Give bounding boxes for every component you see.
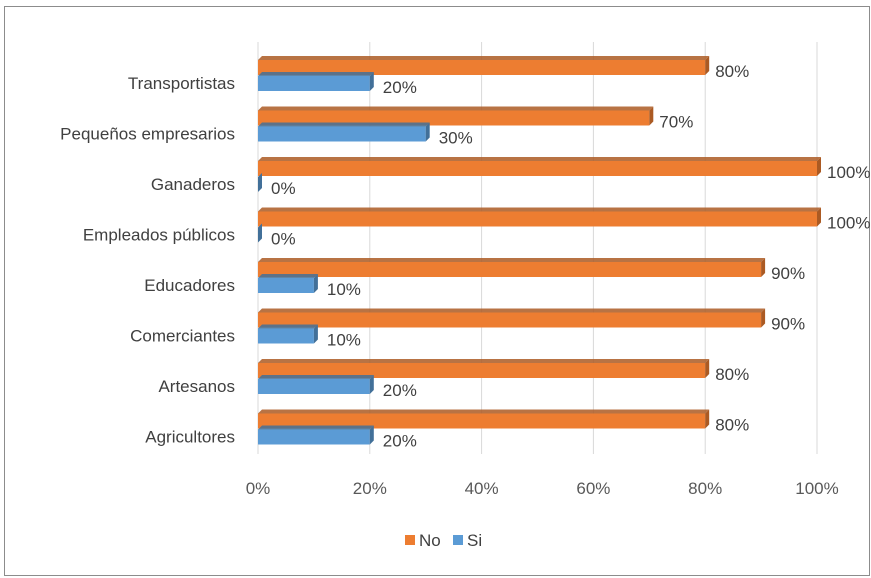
bar-no [258,312,762,328]
legend-label: Si [467,531,482,550]
bar-side-no [705,359,710,378]
bar-top-no [258,308,766,313]
bar-top-si [258,425,374,430]
bar-side-si [313,274,318,293]
data-label: 90% [771,315,805,334]
bar-no [258,60,706,75]
bar-si [258,429,370,445]
data-label: 20% [383,432,417,451]
bar-si [258,379,370,394]
bar-top-no [258,359,710,363]
data-label: 80% [715,416,749,435]
data-label: 20% [383,381,417,400]
x-tick-label: 60% [576,479,610,498]
data-label: 30% [439,129,473,148]
bar-side-si [425,122,430,142]
bar-no [258,413,706,429]
bar-no [258,363,706,378]
bar-si [258,278,314,293]
data-label: 90% [771,264,805,283]
category-label: Educadores [144,276,235,295]
bar-top-si [258,324,318,329]
bar-si [258,126,426,142]
bar-no [258,211,817,227]
legend-swatch-si [453,535,463,545]
bar-side-no [817,157,821,176]
bar-side-si [258,223,262,243]
bar-top-no [258,106,654,111]
x-tick-label: 100% [795,479,838,498]
bar-side-no [705,56,710,75]
data-label: 70% [659,113,693,132]
bar-no [258,110,650,126]
bar-side-si [369,72,374,91]
x-tick-label: 20% [353,479,387,498]
bar-side-no [649,106,654,126]
bar-side-si [369,425,374,445]
data-label: 80% [715,365,749,384]
x-tick-label: 80% [688,479,722,498]
bar-top-no [258,258,766,262]
bar-top-no [258,207,821,212]
category-label: Ganaderos [151,175,235,194]
bar-top-si [258,274,318,278]
category-label: Empleados públicos [83,226,235,245]
category-label: Agricultores [145,428,235,447]
x-tick-label: 0% [246,479,271,498]
data-label: 0% [271,230,296,249]
bar-no [258,262,762,277]
data-label: 10% [327,331,361,350]
bar-si [258,76,370,91]
category-label: Comerciantes [130,327,235,346]
data-label: 0% [271,179,296,198]
bar-top-si [258,375,374,379]
bar-top-no [258,409,710,414]
bar-top-si [258,122,430,127]
data-label: 10% [327,280,361,299]
chart-frame [4,6,870,576]
bar-top-no [258,56,710,60]
bar-side-si [313,324,318,344]
data-label: 100% [827,214,870,233]
bar-side-si [258,173,262,192]
bar-side-no [705,409,710,429]
bar-side-si [369,375,374,394]
data-label: 20% [383,78,417,97]
category-label: Transportistas [128,74,235,93]
bar-side-no [817,207,821,227]
data-label: 80% [715,62,749,81]
bar-no [258,161,817,176]
bar-side-no [761,308,766,328]
data-label: 100% [827,163,870,182]
bar-top-si [258,72,374,76]
legend-label: No [419,531,441,550]
bar-side-no [761,258,766,277]
legend-swatch-no [405,535,415,545]
category-label: Pequeños empresarios [60,125,235,144]
bar-top-no [258,157,821,161]
category-label: Artesanos [158,377,235,396]
bar-si [258,328,314,344]
x-tick-label: 40% [465,479,499,498]
